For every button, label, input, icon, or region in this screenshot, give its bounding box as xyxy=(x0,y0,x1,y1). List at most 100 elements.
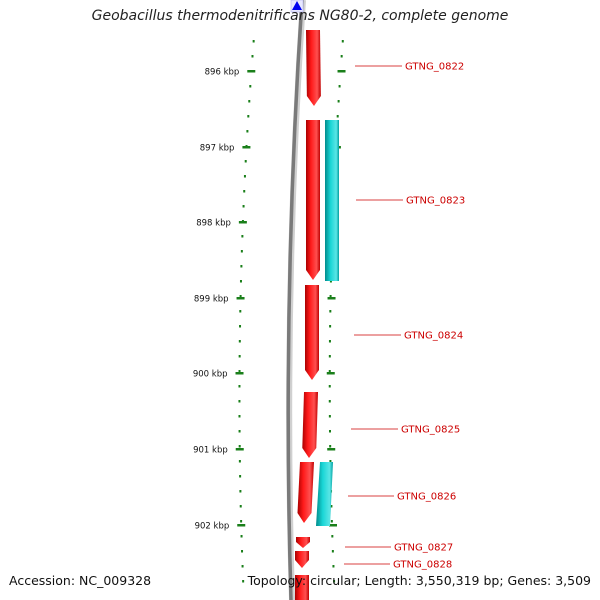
track-dot xyxy=(331,535,334,538)
track-dot xyxy=(240,265,243,268)
track-dot xyxy=(329,445,332,448)
track-dot xyxy=(331,550,334,553)
ruler-major-tick xyxy=(238,221,247,224)
ruler-major-tick xyxy=(235,448,244,451)
accession-text: Accession: NC_009328 xyxy=(9,573,152,588)
track-dot xyxy=(238,445,241,448)
gene-label-gtng_0825[interactable]: GTNG_0825 xyxy=(401,425,460,436)
track-dot xyxy=(238,370,241,373)
track-dot xyxy=(251,55,254,58)
track-dot xyxy=(329,325,332,328)
scroll-up-button[interactable] xyxy=(290,0,304,13)
gene-arrow xyxy=(306,120,320,280)
ruler-major-tick xyxy=(236,297,245,300)
track-dot xyxy=(328,400,331,403)
track-dot xyxy=(239,505,242,508)
ruler-major-tick xyxy=(242,146,251,149)
track-dot xyxy=(240,535,243,538)
track-dot xyxy=(238,460,241,463)
gene-arrow xyxy=(306,30,321,106)
track-dot xyxy=(341,40,344,43)
track-dot xyxy=(330,505,333,508)
gene-label-gtng_0828[interactable]: GTNG_0828 xyxy=(393,560,452,571)
gene-labels: GTNG_0822 GTNG_0823 GTNG_0824 GTNG_0825 GTNG… xyxy=(344,62,465,571)
track-dot xyxy=(238,355,241,358)
track-dot xyxy=(247,115,250,118)
ruler-label: 902 kbp xyxy=(195,522,230,532)
track-dot xyxy=(239,280,242,283)
triangle-up-icon xyxy=(292,1,302,10)
track-dot xyxy=(242,580,245,583)
gene-secondary-block xyxy=(325,120,339,281)
gene-arrow xyxy=(305,285,319,380)
track-dot xyxy=(333,580,336,583)
ruler-label: 898 kbp xyxy=(196,219,231,229)
track-dot xyxy=(338,85,341,88)
gene-partial xyxy=(295,575,309,600)
gene-arrow xyxy=(302,392,318,458)
ruler-label: 897 kbp xyxy=(200,144,235,154)
track-dot xyxy=(336,115,339,118)
track-dot xyxy=(330,520,333,523)
gene-label-gtng_0827[interactable]: GTNG_0827 xyxy=(394,543,453,554)
track-dot xyxy=(244,160,247,163)
track-dot xyxy=(328,370,331,373)
track-dot xyxy=(328,385,331,388)
track-dot xyxy=(243,190,246,193)
ruler-label: 899 kbp xyxy=(194,295,229,305)
track-dot xyxy=(332,565,335,568)
track-dot xyxy=(241,550,244,553)
gene-arrow xyxy=(297,462,314,523)
gene-label-gtng_0826[interactable]: GTNG_0826 xyxy=(397,492,456,503)
track-dot xyxy=(238,340,241,343)
track-dot xyxy=(337,100,340,103)
track-dot xyxy=(329,310,332,313)
track-dot xyxy=(248,100,251,103)
track-dot xyxy=(328,415,331,418)
genome-title: Geobacillus thermodenitrificans NG80-2, … xyxy=(91,8,509,24)
track-dot xyxy=(328,340,331,343)
ruler-major-tick xyxy=(337,70,346,73)
track-dot xyxy=(243,175,246,178)
ruler-major-tick xyxy=(247,70,256,73)
ruler-label: 901 kbp xyxy=(193,446,228,456)
track-dot xyxy=(241,235,244,238)
gene-secondary-block xyxy=(316,462,333,526)
track-dot xyxy=(329,280,332,283)
track-dot xyxy=(240,250,243,253)
track-dot xyxy=(238,400,241,403)
track-dot xyxy=(239,295,242,298)
gene-arrow xyxy=(295,551,309,568)
ruler-major-tick xyxy=(327,448,336,451)
track-dot xyxy=(239,475,242,478)
ruler-label: 900 kbp xyxy=(193,370,228,380)
gene-label-gtng_0822[interactable]: GTNG_0822 xyxy=(405,62,464,73)
track-dot xyxy=(238,415,241,418)
kbp-ruler: 896 kbp 897 kbp 898 kbp 899 kbp 900 kbp 901 k… xyxy=(193,68,346,532)
gene-label-gtng_0824[interactable]: GTNG_0824 xyxy=(404,331,463,342)
ruler-major-tick xyxy=(327,297,336,300)
ruler-major-tick xyxy=(326,372,335,375)
gene-features xyxy=(295,30,339,600)
track-dot xyxy=(239,490,242,493)
track-dot xyxy=(238,430,241,433)
ruler-label: 896 kbp xyxy=(205,68,240,78)
track-dot xyxy=(329,460,332,463)
track-dot xyxy=(242,205,245,208)
track-dot xyxy=(246,130,249,133)
track-dot xyxy=(328,355,331,358)
genome-backbone xyxy=(286,0,304,600)
topology-summary-text: Topology: circular; Length: 3,550,319 bp… xyxy=(247,573,591,588)
track-dot xyxy=(340,55,343,58)
gene-label-gtng_0823[interactable]: GTNG_0823 xyxy=(406,196,465,207)
track-dot xyxy=(241,565,244,568)
track-dot xyxy=(240,520,243,523)
ruler-major-tick xyxy=(235,372,244,375)
track-dot xyxy=(239,325,242,328)
ruler-major-tick xyxy=(329,524,337,527)
gene-arrow xyxy=(296,537,310,548)
track-dot xyxy=(249,85,252,88)
track-dot xyxy=(238,385,241,388)
track-dot xyxy=(328,430,331,433)
